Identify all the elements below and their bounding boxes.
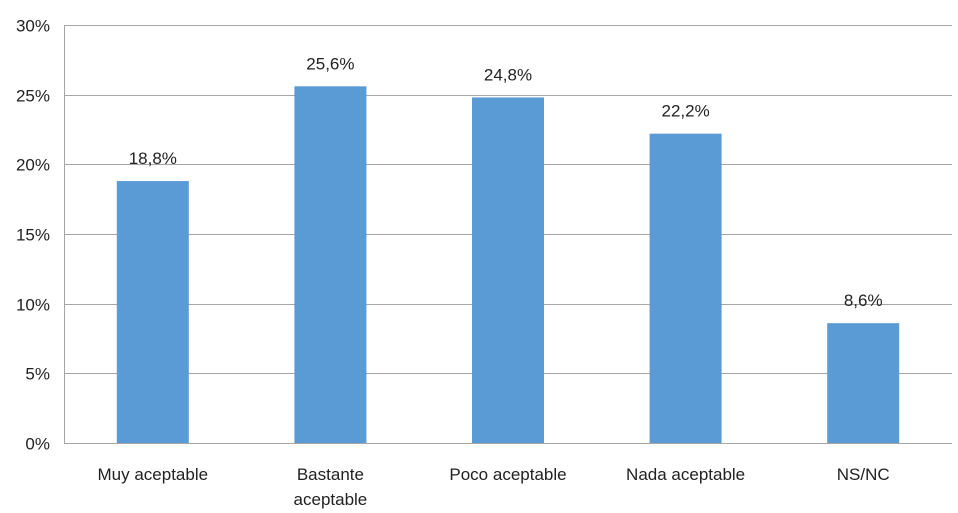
x-category-label-line: aceptable: [294, 490, 368, 509]
y-tick-label: 15%: [16, 226, 50, 245]
x-category-label: Bastante aceptable: [294, 465, 368, 509]
bar: [116, 181, 189, 443]
y-tick-label: 30%: [16, 17, 50, 36]
x-category-label: Nada aceptable: [626, 465, 745, 484]
data-label: 18,8%: [129, 149, 177, 168]
x-category-label-line: Bastante: [297, 465, 364, 484]
y-tick-label: 0%: [25, 435, 50, 454]
data-label: 25,6%: [306, 54, 354, 73]
bar: [649, 133, 722, 443]
data-label: 24,8%: [484, 65, 532, 84]
y-tick-label: 10%: [16, 296, 50, 315]
bars: [116, 86, 900, 443]
data-label: 22,2%: [661, 102, 709, 121]
x-category-label: Muy aceptable: [98, 465, 209, 484]
bar: [294, 86, 367, 443]
x-category-label-line: Nada aceptable: [626, 465, 745, 484]
x-category-label-line: Muy aceptable: [98, 465, 209, 484]
y-axis-tick-labels: 0% 5% 10% 15% 20% 25% 30%: [16, 17, 50, 454]
x-axis-category-labels: Muy aceptable Bastante aceptable Poco acept…: [98, 465, 890, 509]
y-tick-label: 5%: [25, 365, 50, 384]
y-tick-label: 25%: [16, 87, 50, 106]
data-labels: 18,8% 25,6% 24,8% 22,2% 8,6%: [129, 54, 883, 310]
y-tick-label: 20%: [16, 156, 50, 175]
bar: [472, 97, 544, 443]
x-category-label-line: NS/NC: [837, 465, 890, 484]
x-category-label: NS/NC: [837, 465, 890, 484]
data-label: 8,6%: [844, 291, 883, 310]
bar: [827, 323, 900, 443]
x-category-label-line: Poco aceptable: [449, 465, 566, 484]
x-category-label: Poco aceptable: [449, 465, 566, 484]
